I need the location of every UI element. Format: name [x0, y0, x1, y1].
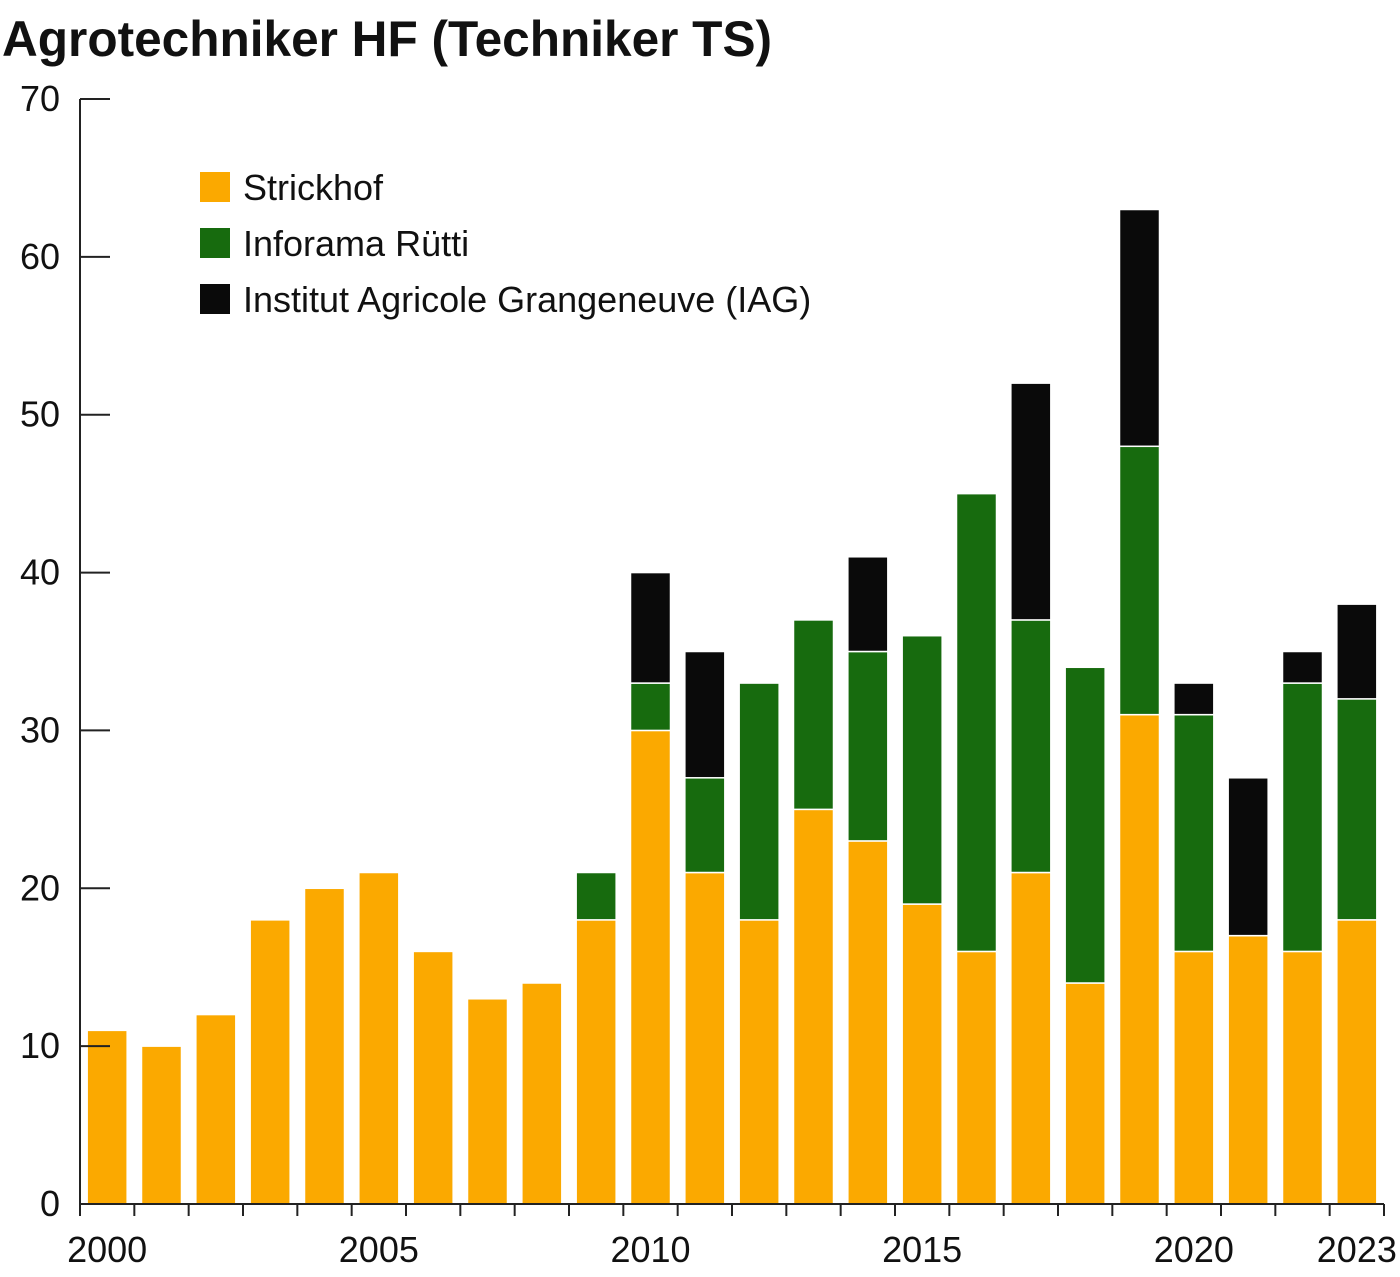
bar-2011-series-1 [684, 777, 726, 874]
bar-2000-series-0 [86, 1029, 128, 1205]
y-tick-label: 60 [20, 236, 60, 277]
bar-2019-series-0 [1118, 713, 1161, 1205]
x-tick-label: 2000 [67, 1229, 147, 1270]
y-tick-label: 40 [20, 552, 60, 593]
bar-2012-series-1 [738, 682, 780, 921]
bar-2020-series-1 [1173, 713, 1215, 953]
bar-2017-series-1 [1010, 619, 1052, 874]
bar-2021-series-2 [1227, 777, 1269, 937]
legend-label: Institut Agricole Grangeneuve (IAG) [243, 279, 811, 320]
bar-2019-series-1 [1118, 445, 1161, 716]
bar-2007-series-0 [466, 998, 509, 1205]
bar-2023-series-1 [1336, 698, 1378, 921]
y-tick-label: 30 [20, 709, 60, 750]
x-tick-label: 2015 [882, 1229, 962, 1270]
bar-2023-series-2 [1336, 603, 1378, 700]
y-tick-label: 10 [20, 1025, 60, 1066]
bar-2017-series-0 [1010, 871, 1052, 1205]
bar-2023-series-0 [1336, 919, 1378, 1205]
legend-swatch [200, 284, 230, 314]
legend-swatch [200, 172, 230, 202]
bar-2017-series-2 [1010, 382, 1052, 621]
x-tick-label: 2005 [339, 1229, 419, 1270]
bar-2005-series-0 [358, 871, 400, 1205]
bar-2019-series-2 [1118, 208, 1161, 448]
bar-2015-series-1 [901, 634, 943, 905]
bar-2014-series-1 [847, 650, 889, 842]
bar-2016-series-0 [955, 950, 998, 1205]
bar-2003-series-0 [249, 919, 291, 1205]
x-tick-label: 2023 [1317, 1229, 1397, 1270]
x-tick-label: 2010 [610, 1229, 690, 1270]
bar-2010-series-1 [629, 682, 672, 732]
chart-title: Agrotechniker HF (Techniker TS) [2, 11, 772, 67]
bar-2021-series-0 [1227, 934, 1269, 1205]
bar-2010-series-0 [629, 729, 672, 1205]
bar-2018-series-0 [1064, 982, 1106, 1205]
bar-2022-series-1 [1281, 682, 1324, 953]
bar-2022-series-2 [1281, 650, 1324, 684]
legend-swatch [200, 228, 230, 258]
bar-2002-series-0 [195, 1013, 237, 1205]
bar-2013-series-1 [792, 619, 835, 811]
bar-2011-series-2 [684, 650, 726, 779]
legend-label: Strickhof [243, 167, 384, 208]
bar-2006-series-0 [412, 950, 454, 1205]
legend-label: Inforama Rütti [243, 223, 469, 264]
y-tick-label: 70 [20, 78, 60, 119]
bar-2020-series-0 [1173, 950, 1215, 1205]
bar-2012-series-0 [738, 919, 780, 1205]
x-tick-label: 2020 [1154, 1229, 1234, 1270]
bar-2018-series-1 [1064, 666, 1106, 984]
bar-2004-series-0 [303, 887, 346, 1205]
bar-2014-series-0 [847, 840, 889, 1205]
bar-2011-series-0 [684, 871, 726, 1205]
bar-2009-series-0 [575, 919, 617, 1205]
bar-2022-series-0 [1281, 950, 1324, 1205]
y-tick-label: 20 [20, 867, 60, 908]
y-tick-label: 50 [20, 394, 60, 435]
y-tick-label: 0 [40, 1183, 60, 1224]
bar-2008-series-0 [521, 982, 563, 1205]
bar-2020-series-2 [1173, 682, 1215, 716]
bar-2014-series-2 [847, 556, 889, 653]
bar-2015-series-0 [901, 903, 943, 1205]
bar-2009-series-1 [575, 871, 617, 921]
bar-2001-series-0 [140, 1045, 183, 1205]
bar-2016-series-1 [955, 492, 998, 953]
bar-2013-series-0 [792, 808, 835, 1205]
bar-2010-series-2 [629, 571, 672, 684]
